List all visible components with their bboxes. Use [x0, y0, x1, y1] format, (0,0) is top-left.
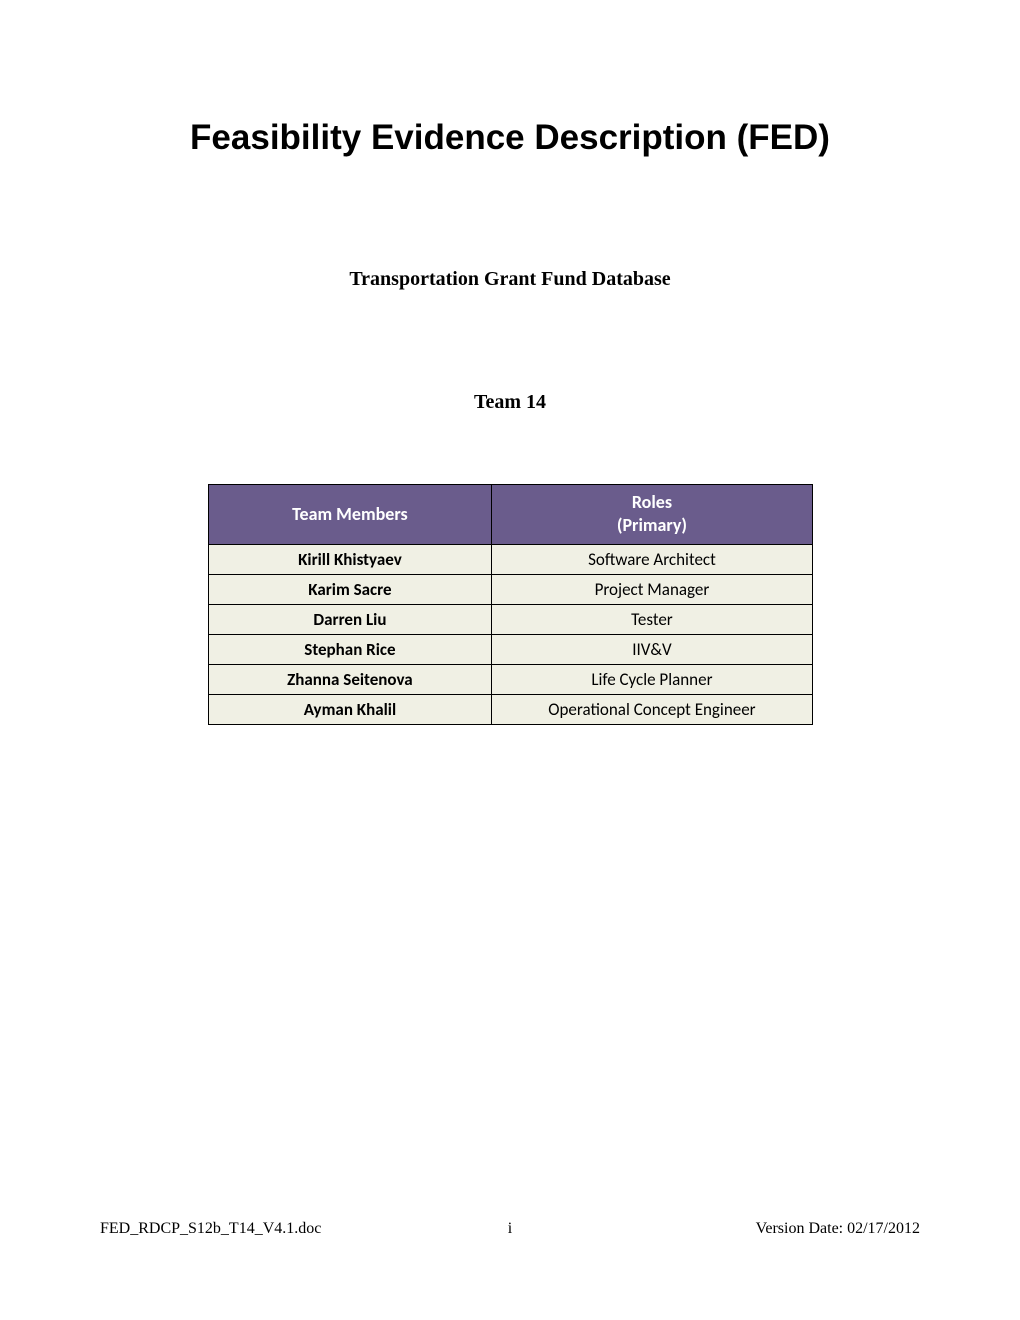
table-header-members: Team Members [208, 485, 492, 545]
table-header-row: Team Members Roles (Primary) [208, 485, 812, 545]
table-row: Stephan Rice IIV&V [208, 634, 812, 664]
footer-filename: FED_RDCP_S12b_T14_V4.1.doc [100, 1220, 321, 1238]
member-cell: Ayman Khalil [208, 694, 492, 724]
page-title: Feasibility Evidence Description (FED) [100, 118, 920, 158]
table-row: Zhanna Seitenova Life Cycle Planner [208, 664, 812, 694]
member-cell: Zhanna Seitenova [208, 664, 492, 694]
footer-version-date: Version Date: 02/17/2012 [756, 1220, 920, 1238]
member-cell: Stephan Rice [208, 634, 492, 664]
team-members-table: Team Members Roles (Primary) Kirill Khis… [208, 484, 813, 725]
subtitle: Transportation Grant Fund Database [100, 268, 920, 291]
document-page: Feasibility Evidence Description (FED) T… [0, 0, 1020, 1320]
table-header-roles: Roles (Primary) [492, 485, 812, 545]
role-cell: Life Cycle Planner [492, 664, 812, 694]
table-row: Kirill Khistyaev Software Architect [208, 544, 812, 574]
role-cell: Tester [492, 604, 812, 634]
member-cell: Kirill Khistyaev [208, 544, 492, 574]
role-cell: Project Manager [492, 574, 812, 604]
role-cell: IIV&V [492, 634, 812, 664]
member-cell: Karim Sacre [208, 574, 492, 604]
role-cell: Software Architect [492, 544, 812, 574]
roles-header-line1: Roles [632, 491, 672, 513]
roles-header-line2: (Primary) [617, 514, 687, 536]
table-row: Darren Liu Tester [208, 604, 812, 634]
team-label: Team 14 [100, 391, 920, 414]
member-cell: Darren Liu [208, 604, 492, 634]
footer-page-number: i [508, 1220, 512, 1238]
table-row: Karim Sacre Project Manager [208, 574, 812, 604]
role-cell: Operational Concept Engineer [492, 694, 812, 724]
table-row: Ayman Khalil Operational Concept Enginee… [208, 694, 812, 724]
page-footer: FED_RDCP_S12b_T14_V4.1.doc i Version Dat… [100, 1220, 920, 1238]
